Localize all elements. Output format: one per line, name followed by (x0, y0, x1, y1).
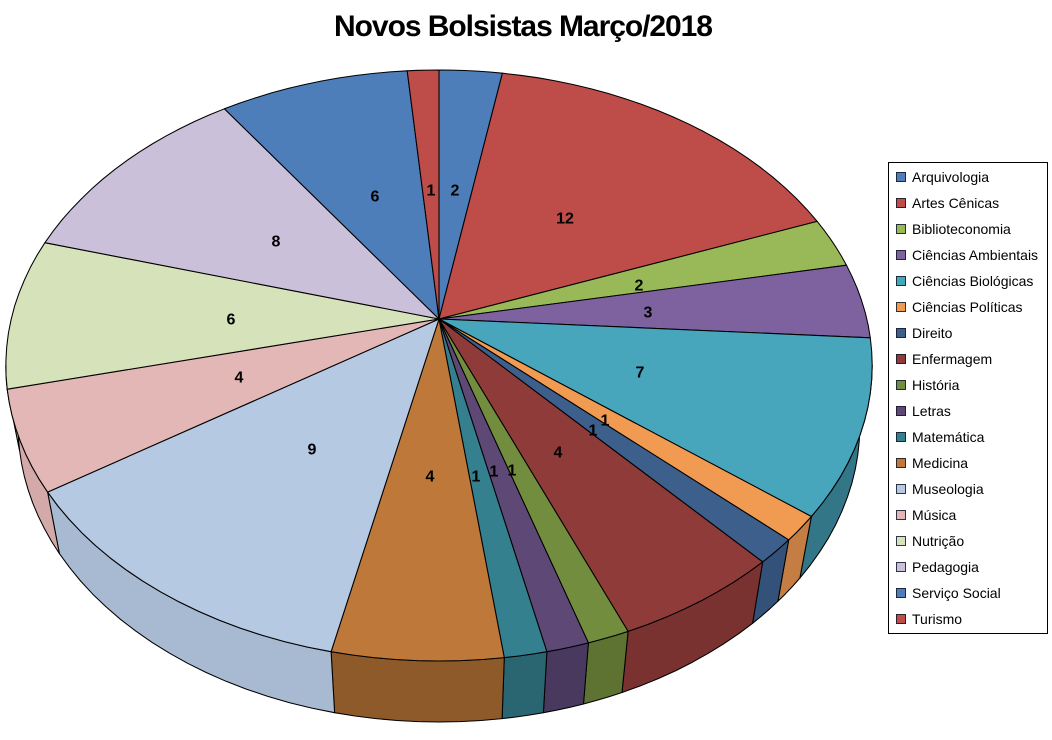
svg-text:6: 6 (227, 312, 236, 329)
svg-text:1: 1 (601, 413, 610, 430)
svg-text:1: 1 (427, 183, 436, 200)
svg-text:6: 6 (371, 189, 380, 206)
svg-text:12: 12 (556, 211, 574, 228)
svg-text:4: 4 (554, 445, 563, 462)
svg-text:2: 2 (635, 278, 644, 295)
svg-text:1: 1 (589, 423, 598, 440)
svg-text:7: 7 (636, 365, 645, 382)
svg-text:1: 1 (490, 464, 499, 481)
svg-text:3: 3 (644, 305, 653, 322)
svg-text:2: 2 (451, 183, 460, 200)
svg-text:4: 4 (235, 370, 244, 387)
svg-text:1: 1 (472, 469, 481, 486)
svg-text:8: 8 (272, 234, 281, 251)
svg-text:4: 4 (426, 469, 435, 486)
svg-text:9: 9 (308, 442, 317, 459)
svg-text:1: 1 (508, 463, 517, 480)
